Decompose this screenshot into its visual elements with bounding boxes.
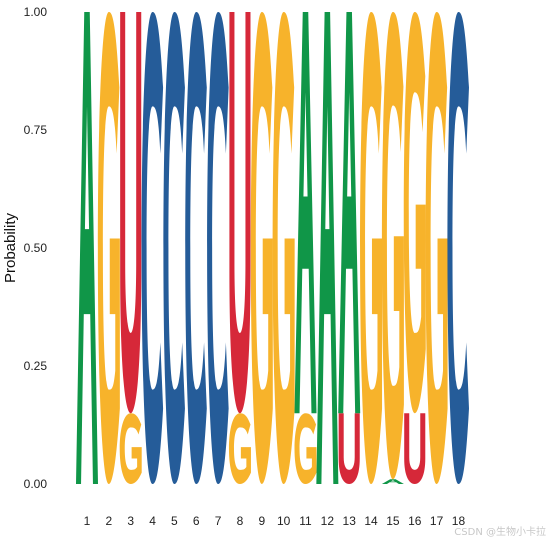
letter-G-pos-9: [250, 12, 273, 484]
x-tick-label: 14: [364, 514, 378, 528]
x-tick-label: 2: [106, 514, 113, 528]
x-tick-label: 5: [171, 514, 178, 528]
logo-column-15: [381, 12, 404, 484]
x-tick-label: 12: [321, 514, 335, 528]
x-tick-label: 6: [193, 514, 200, 528]
x-tick-label: 17: [430, 514, 444, 528]
logo-column-17: [425, 12, 448, 484]
letter-G-pos-15: [381, 12, 404, 480]
letter-U-pos-16: [404, 413, 426, 484]
y-axis: 0.00 0.25 0.50 0.75 1.00: [24, 5, 48, 491]
logo-column-11: [294, 12, 317, 484]
letter-C-pos-4: [141, 12, 164, 484]
y-tick-label: 1.00: [24, 5, 48, 19]
x-tick-label: 13: [343, 514, 357, 528]
letter-C-pos-6: [185, 12, 207, 484]
logo-column-10: [272, 12, 295, 484]
logo-column-4: [141, 12, 164, 484]
letter-U-pos-13: [338, 413, 360, 484]
watermark: CSDN @生物小卡拉: [454, 525, 546, 538]
logo-column-9: [250, 12, 273, 484]
letter-G-pos-16: [403, 12, 426, 414]
y-axis-title: Probability: [2, 212, 19, 283]
logo-column-18: [447, 12, 469, 484]
logo-column-16: [403, 12, 426, 484]
x-tick-label: 18: [452, 514, 466, 528]
logo-column-5: [163, 12, 185, 484]
letter-G-pos-3: [119, 413, 142, 484]
logo-column-14: [360, 12, 383, 484]
letter-C-pos-18: [447, 12, 469, 484]
logo-column-7: [207, 12, 229, 484]
letter-G-pos-10: [272, 12, 295, 484]
letter-U-pos-8: [229, 12, 251, 414]
letter-G-pos-14: [360, 12, 383, 484]
logo-column-3: [119, 12, 142, 484]
letter-C-pos-7: [207, 12, 229, 484]
y-tick-label: 0.50: [24, 241, 48, 255]
letter-G-pos-11: [294, 413, 317, 484]
x-tick-label: 11: [299, 514, 312, 528]
letter-A-pos-12: [316, 12, 339, 484]
logo-column-13: [338, 12, 361, 484]
letter-C-pos-5: [163, 12, 185, 484]
x-tick-label: 1: [84, 514, 91, 528]
logo-column-1: [76, 12, 98, 484]
logo-column-2: [97, 12, 120, 484]
letter-A-pos-15: [381, 479, 404, 484]
y-tick-label: 0.25: [24, 359, 48, 373]
letter-G-pos-8: [228, 413, 251, 484]
logo-column-8: [228, 12, 251, 484]
x-tick-label: 16: [408, 514, 422, 528]
x-tick-label: 7: [215, 514, 222, 528]
letter-A-pos-13: [338, 12, 361, 414]
letter-U-pos-3: [120, 12, 142, 414]
y-tick-label: 0.00: [24, 477, 48, 491]
letter-A-pos-1: [76, 12, 98, 484]
x-tick-label: 8: [237, 514, 244, 528]
letter-G-pos-2: [97, 12, 120, 484]
x-tick-label: 10: [277, 514, 291, 528]
letter-G-pos-17: [425, 12, 448, 484]
logo-column-6: [185, 12, 207, 484]
letter-A-pos-11: [294, 12, 317, 414]
logo-column-12: [316, 12, 339, 484]
x-tick-label: 3: [127, 514, 134, 528]
x-axis: 1 2 3 4 5 6 7 8 9 10 11 12 13 14 15 16 17 18: [84, 514, 466, 528]
x-tick-label: 15: [386, 514, 400, 528]
x-tick-label: 4: [149, 514, 156, 528]
y-tick-label: 0.75: [24, 123, 48, 137]
plot-area: [76, 12, 469, 484]
x-tick-label: 9: [258, 514, 265, 528]
